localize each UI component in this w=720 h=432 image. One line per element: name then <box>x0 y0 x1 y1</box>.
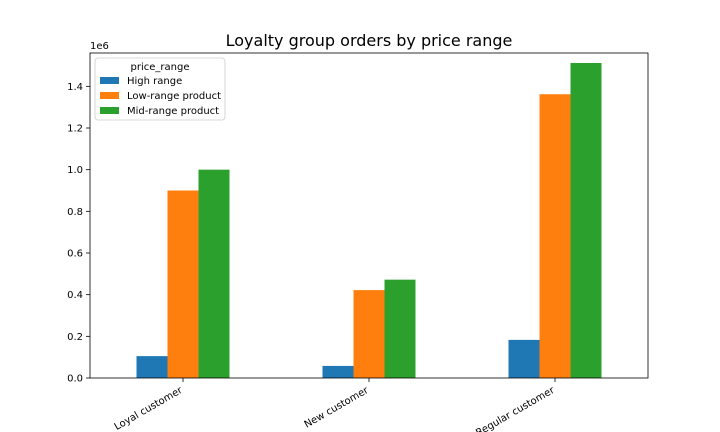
y-tick-label: 0.6 <box>67 249 83 260</box>
legend-title: price_range <box>131 62 190 73</box>
y-tick-label: 0.8 <box>67 207 83 218</box>
bar-high-range-3 <box>508 339 540 378</box>
legend-swatch <box>100 107 119 114</box>
legend-swatch <box>100 77 119 84</box>
bar-low-range-product-2 <box>353 290 385 378</box>
bar-high-range-2 <box>322 365 354 378</box>
y-tick-label: 0.0 <box>67 374 83 385</box>
x-tick-label: New customer <box>303 385 372 431</box>
x-axis: Loyal customer New customer Regular custom… <box>113 378 557 432</box>
bar-low-range-product-1 <box>167 190 199 378</box>
legend-box <box>94 57 226 121</box>
legend-swatch <box>100 92 119 99</box>
y-tick-label: 1.2 <box>67 124 83 135</box>
chart-title: Loyalty group orders by price range <box>226 31 513 50</box>
legend-label: High range <box>127 76 182 87</box>
y-tick-label: 1.0 <box>67 165 83 176</box>
legend-label: Low-range product <box>127 91 221 102</box>
y-axis-offset-label: 1e6 <box>90 41 109 52</box>
x-tick-label: Regular customer <box>474 385 557 432</box>
bars-group <box>136 63 602 378</box>
bar-mid-range-product-3 <box>570 63 602 378</box>
legend: price_range High range Low-range product Mi… <box>94 57 226 121</box>
legend-label: Mid-range product <box>127 106 219 117</box>
y-tick-label: 1.4 <box>67 82 83 93</box>
bar-mid-range-product-1 <box>198 169 230 378</box>
bar-high-range-1 <box>136 356 168 378</box>
y-tick-label: 0.4 <box>67 290 83 301</box>
plot-frame <box>89 52 649 379</box>
x-tick-label: Loyal customer <box>113 385 186 432</box>
y-axis: 0.0 0.2 0.4 0.6 0.8 1.0 1.2 1.4 <box>67 82 90 385</box>
bar-low-range-product-3 <box>539 94 571 378</box>
y-tick-label: 0.2 <box>67 332 83 343</box>
bar-mid-range-product-2 <box>384 279 416 378</box>
